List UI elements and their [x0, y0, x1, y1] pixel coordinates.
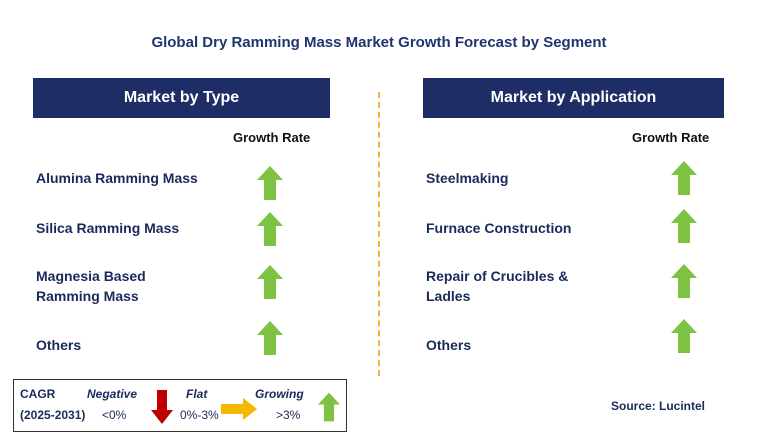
application-item-repair: Repair of Crucibles & Ladles [426, 268, 569, 304]
type-panel-header: Market by Type [33, 78, 330, 118]
application-item-others: Others [426, 337, 472, 353]
cagr-legend: CAGR (2025-2031) Negative <0% Flat 0%-3%… [13, 379, 347, 432]
type-item-alumina: Alumina Ramming Mass [36, 170, 198, 186]
legend-cagr-label: CAGR [20, 387, 56, 401]
application-growth-rate-label: Growth Rate [632, 130, 710, 145]
page-title: Global Dry Ramming Mass Market Growth Fo… [151, 34, 607, 51]
down-arrow-icon [151, 390, 173, 424]
panel-divider [378, 92, 380, 376]
up-arrow-icon [671, 161, 697, 195]
type-growth-rate-label: Growth Rate [233, 130, 311, 145]
legend-period: (2025-2031) [20, 408, 86, 422]
legend-flat-label: Flat [186, 387, 208, 401]
legend-growing-label: Growing [255, 387, 304, 401]
source-label: Source: Lucintel [611, 399, 706, 413]
legend-flat-range: 0%-3% [180, 408, 219, 422]
up-arrow-icon [671, 264, 697, 298]
up-arrow-icon [318, 392, 340, 422]
type-item-magnesia: Magnesia Based Ramming Mass [36, 268, 146, 304]
application-panel-header: Market by Application [423, 78, 724, 118]
legend-negative-range: <0% [102, 408, 127, 422]
up-arrow-icon [257, 321, 283, 355]
type-item-silica: Silica Ramming Mass [36, 220, 180, 236]
up-arrow-icon [257, 265, 283, 299]
type-item-others: Others [36, 337, 82, 353]
up-arrow-icon [671, 319, 697, 353]
application-item-steelmaking: Steelmaking [426, 170, 509, 186]
legend-growing-range: >3% [276, 408, 301, 422]
legend-negative-label: Negative [87, 387, 138, 401]
up-arrow-icon [257, 166, 283, 200]
right-arrow-icon [221, 398, 257, 420]
up-arrow-icon [671, 209, 697, 243]
application-item-furnace-construction: Furnace Construction [426, 220, 572, 236]
up-arrow-icon [257, 212, 283, 246]
